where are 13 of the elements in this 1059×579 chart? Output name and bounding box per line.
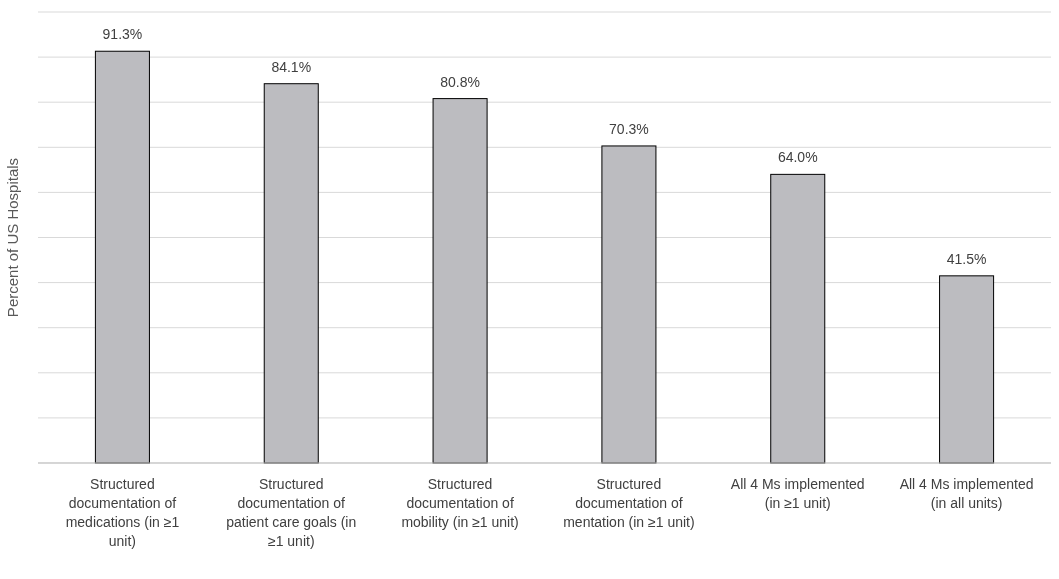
x-tick-label: Structured documentation of medications (in ≥1 unit) — [65, 476, 180, 549]
x-tick-label: Structured documentation of mentation (in ≥1 unit) — [563, 476, 695, 530]
x-tick-label: Structured documentation of mobility (in ≥1 unit) — [401, 476, 519, 530]
data-label: 80.8% — [440, 73, 480, 90]
y-axis-title: Percent of US Hospitals — [4, 157, 21, 318]
data-label: 91.3% — [102, 26, 143, 43]
data-label: 70.3% — [609, 120, 649, 137]
x-tick-label: Structured documentation of patient care goals (in ≥1 unit) — [226, 476, 357, 549]
x-tick-label: All 4 Ms implemented (in all units) — [899, 476, 1034, 511]
data-label: 41.5% — [946, 250, 987, 267]
data-label: 84.1% — [271, 58, 312, 75]
data-label: 64.0% — [777, 149, 818, 166]
x-tick-label: All 4 Ms implemented (in ≥1 unit) — [730, 476, 865, 511]
